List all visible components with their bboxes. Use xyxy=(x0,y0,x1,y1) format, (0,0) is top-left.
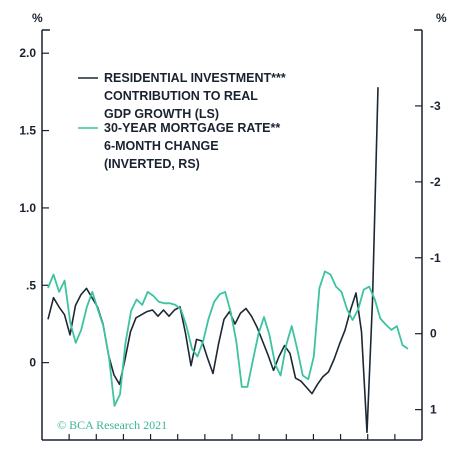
legend-label: (INVERTED, RS) xyxy=(104,157,200,171)
legend: RESIDENTIAL INVESTMENT*** CONTRIBUTION TO… xyxy=(78,71,286,171)
right-tick-label: 0 xyxy=(430,327,437,341)
legend-label: RESIDENTIAL INVESTMENT*** xyxy=(104,71,286,85)
legend-label: 30-YEAR MORTGAGE RATE** xyxy=(104,121,280,135)
left-tick-label: 2.0 xyxy=(19,46,36,60)
right-tick-label: -3 xyxy=(430,99,441,113)
legend-label: 6-MONTH CHANGE xyxy=(104,139,219,153)
legend-label: CONTRIBUTION TO REAL xyxy=(104,89,258,103)
left-axis-unit: % xyxy=(32,11,43,25)
watermark: © BCΑ Research 2021 xyxy=(57,418,167,432)
right-tick-label: 1 xyxy=(430,403,437,417)
series-layer xyxy=(47,87,409,434)
left-axis: 2.0 1.5 1.0 .5 0 xyxy=(19,46,49,370)
right-axis: -3 -2 -1 0 1 xyxy=(415,99,441,417)
left-tick-label: 0 xyxy=(29,356,36,370)
series-line-mortgage-rate xyxy=(47,270,409,407)
left-tick-label: 1.5 xyxy=(19,124,36,138)
left-tick-label: .5 xyxy=(26,278,36,292)
right-axis-unit: % xyxy=(436,11,447,25)
right-tick-label: -1 xyxy=(430,251,441,265)
x-axis xyxy=(68,434,396,440)
legend-label: GDP GROWTH (LS) xyxy=(104,107,219,121)
left-tick-label: 1.0 xyxy=(19,201,36,215)
right-tick-label: -2 xyxy=(430,175,441,189)
